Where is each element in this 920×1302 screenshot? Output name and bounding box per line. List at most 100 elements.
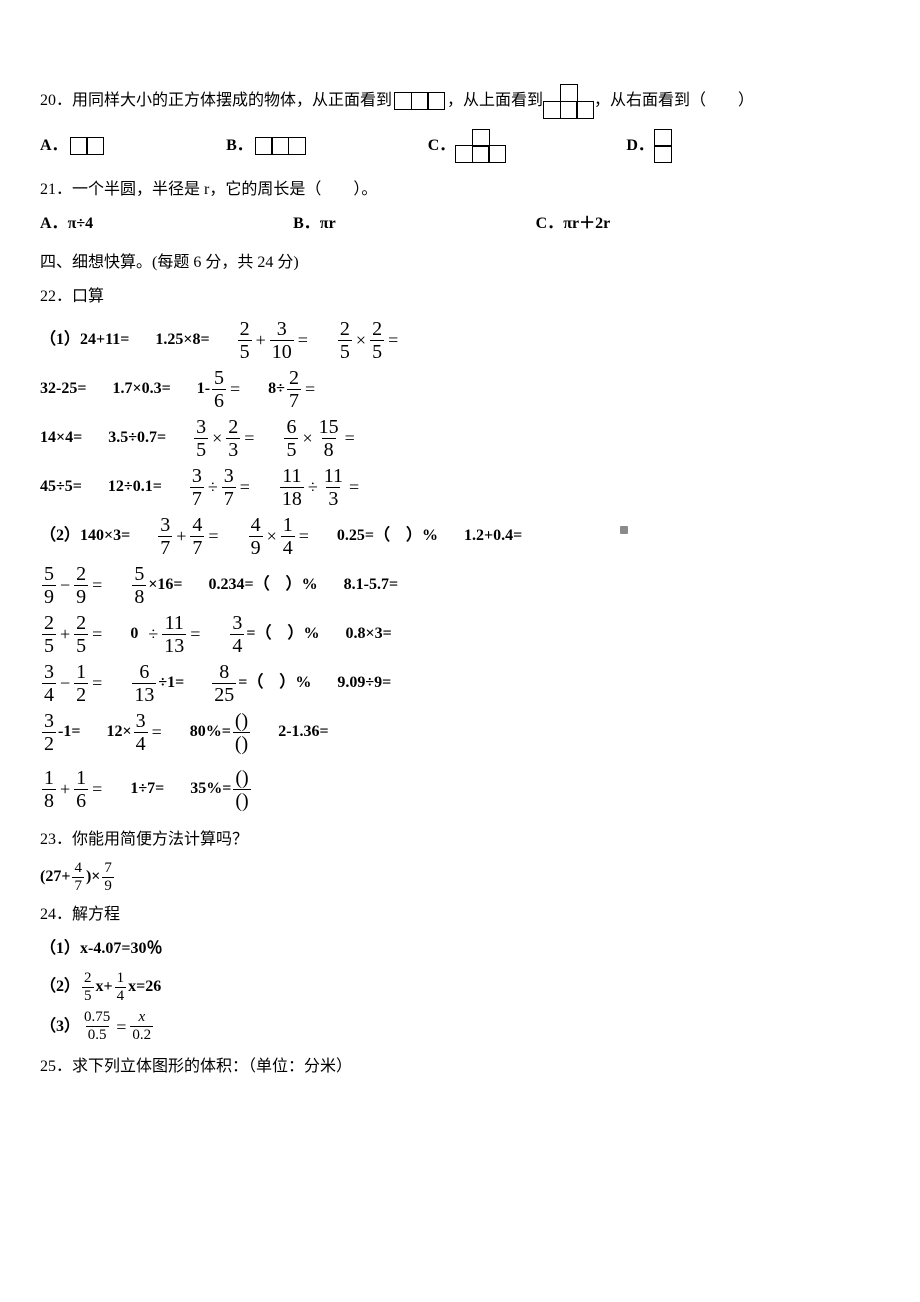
frac-4-7: 47 — [190, 515, 204, 558]
q20-line1: 20． 用同样大小的正方体摆成的物体，从正面看到 ，从上面看到 ，从右面看到（ … — [40, 84, 880, 119]
q21-optC-val: πr＋2r — [563, 209, 610, 239]
q22-g2-l2: 59 − 29 = 58 ×16= 0.234=（ ）% 8.1-5.7= — [40, 564, 880, 607]
q22-g2-l6: 18 + 16 = 1÷7= 35%= ()() — [40, 768, 880, 811]
p909_9: 9.09÷9= — [337, 668, 391, 698]
p3: 32-25= — [40, 374, 86, 404]
q24-l2-mid: x+ — [96, 972, 113, 1002]
watermark-dot-icon — [620, 526, 628, 534]
q24-l3-label: （3） — [40, 1012, 80, 1042]
q24-l2-label: （2） — [40, 972, 80, 1002]
zero: 0 — [130, 619, 138, 649]
frac-2-5s: 25 — [82, 971, 94, 1004]
frac-075-05: 0.750.5 — [82, 1010, 112, 1043]
frac-6-13: 613 — [132, 662, 156, 705]
section4-title: 四、细想快算。(每题 6 分，共 24 分) — [40, 248, 880, 278]
q20-optC-label: C． — [428, 131, 456, 161]
q24-number: 24． — [40, 900, 72, 930]
q24-l2: （2） 25 x+ 14 x=26 — [40, 971, 880, 1004]
q21-optB-val: πr — [320, 209, 336, 239]
frac-11-18: 1118 — [280, 466, 304, 509]
q25-text: 求下列立体图形的体积：（单位：分米） — [72, 1052, 352, 1082]
frac-x-02: x0.2 — [130, 1010, 153, 1043]
q25-number: 25． — [40, 1052, 72, 1082]
g1-label: （1） — [40, 325, 80, 355]
q20-text-a: 用同样大小的正方体摆成的物体，从正面看到 — [72, 86, 392, 116]
frac-1-4s: 14 — [115, 971, 127, 1004]
q22-header: 22． 口算 — [40, 282, 880, 312]
q22-g1-l2: 32-25= 1.7×0.3= 1- 56 = 8÷ 27 = — [40, 368, 880, 411]
q22-g1-l1: （1） 24+11= 1.25×8= 25 + 310 = 25 × 25 = — [40, 319, 880, 362]
q24-title: 解方程 — [72, 900, 120, 930]
q24-header: 24． 解方程 — [40, 900, 880, 930]
q22-g1-l3: 14×4= 3.5÷0.7= 35 × 23 = 65 × 158 = — [40, 417, 880, 460]
frac-5-8: 58 — [132, 564, 146, 607]
q24-l3: （3） 0.750.5 = x0.2 — [40, 1010, 880, 1044]
m1: -1= — [58, 717, 80, 747]
frac-2-7: 27 — [287, 368, 301, 411]
pct025: 0.25=（ ）% — [337, 521, 438, 551]
q21-optA-label: A． — [40, 209, 68, 239]
frac-2-9: 29 — [74, 564, 88, 607]
frac-1-6: 16 — [74, 768, 88, 811]
times-icon: × — [356, 323, 366, 357]
q20-optA-label: A． — [40, 131, 68, 161]
frac-2-5e: 25 — [74, 613, 88, 656]
frac-3-2: 32 — [42, 711, 56, 754]
q20-optC-icon — [455, 129, 506, 164]
q25-line: 25． 求下列立体图形的体积：（单位：分米） — [40, 1052, 880, 1082]
p81_57: 8.1-5.7= — [344, 570, 398, 600]
frac-2-5d: 25 — [42, 613, 56, 656]
frac-3-10: 310 — [270, 319, 294, 362]
p2_136: 2-1.36= — [278, 717, 328, 747]
p6: 3.5÷0.7= — [108, 423, 166, 453]
frac-3-4b: 34 — [42, 662, 56, 705]
q21-optC-label: C． — [536, 209, 564, 239]
frac-3-7c: 37 — [158, 515, 172, 558]
frac-1-4: 14 — [281, 515, 295, 558]
q23-expr: (27+ 47 )× 79 — [40, 861, 880, 894]
p12_04: 1.2+0.4= — [464, 521, 522, 551]
q20-text-b: ，从上面看到 — [447, 86, 543, 116]
q21-optA-val: π÷4 — [68, 209, 94, 239]
frac-3-4c: 34 — [134, 711, 148, 754]
q20-optD-label: D． — [626, 131, 654, 161]
p5: 14×4= — [40, 423, 82, 453]
frac-7-9: 79 — [102, 861, 114, 894]
p7: 45÷5= — [40, 472, 82, 502]
q22-g2-l4: 34 − 12 = 613 ÷1= 825 =（ ）% 9.09÷9= — [40, 662, 880, 705]
q20-optB-icon — [255, 137, 306, 155]
q22-g2-l5: 32 -1= 12× 34 = 80%= ()() 2-1.36= — [40, 711, 880, 754]
frac-15-8: 158 — [317, 417, 341, 460]
q21-text: 一个半圆，半径是 r，它的周长是（ ）。 — [72, 175, 377, 205]
frac-8-25: 825 — [212, 662, 236, 705]
frac-2-5: 25 — [238, 319, 252, 362]
eq-icon: = — [298, 323, 308, 357]
plus-icon: + — [256, 323, 266, 357]
q21-line: 21． 一个半圆，半径是 r，它的周长是（ ）。 — [40, 175, 880, 205]
q21-optB-label: B． — [293, 209, 320, 239]
q21-number: 21． — [40, 175, 72, 205]
frac-1-2: 12 — [74, 662, 88, 705]
pct34: =（ ）% — [246, 619, 319, 649]
q23-prefix: (27+ — [40, 862, 70, 892]
frac-paren2: ()() — [233, 768, 250, 811]
front-view-icon — [394, 92, 445, 110]
frac-5-6: 56 — [212, 368, 226, 411]
x12: 12× — [106, 717, 131, 747]
p8: 12÷0.1= — [108, 472, 162, 502]
q24-l2-tail: x=26 — [128, 972, 161, 1002]
pct825: =（ ）% — [238, 668, 311, 698]
frac-1-8: 18 — [42, 768, 56, 811]
pc35: 35%= — [190, 774, 231, 804]
frac-11-13: 1113 — [162, 613, 186, 656]
q20-number: 20． — [40, 86, 72, 116]
q22-title: 口算 — [72, 282, 104, 312]
pct0234: 0.234=（ ）% — [209, 570, 318, 600]
frac-6-5: 65 — [284, 417, 298, 460]
frac-3-5: 35 — [194, 417, 208, 460]
frac-11-3: 113 — [322, 466, 345, 509]
frac-3-7b: 37 — [222, 466, 236, 509]
top-view-icon — [543, 84, 594, 119]
q23-title: 你能用简便方法计算吗？ — [72, 825, 248, 855]
exam-page: 20． 用同样大小的正方体摆成的物体，从正面看到 ，从上面看到 ，从右面看到（ … — [0, 0, 920, 1126]
